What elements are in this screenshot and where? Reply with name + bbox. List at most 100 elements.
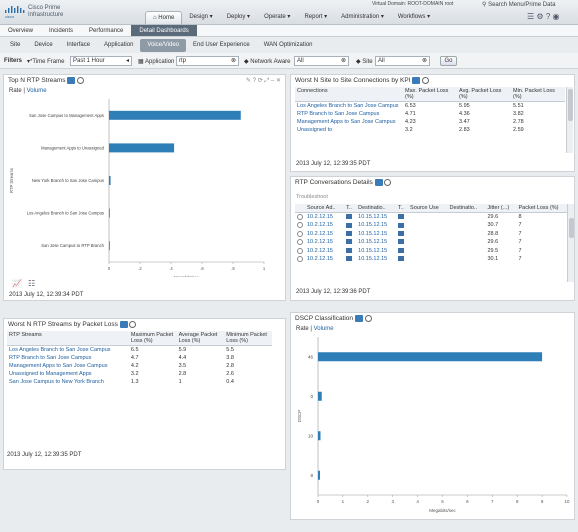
connection-link[interactable]: RTP Branch to San Jose Campus [297,111,380,117]
subnav-overview[interactable]: Overview [8,28,34,34]
destination-address[interactable]: 10.15.12.15 [358,214,388,220]
column-header[interactable]: T.. [395,204,409,213]
column-header[interactable]: Minimum Packet Loss (%) [224,331,272,346]
table-row[interactable]: RTP Branch to San Jose Campus 4.7 4.4 3.8 [7,354,272,362]
connection-link[interactable]: Los Angeles Branch to San Jose Campus [297,103,399,109]
destination-address[interactable]: 10.15.12.15 [358,247,388,254]
search-box[interactable]: ⚲ Search Menu/Prime Data [482,2,556,8]
tab-voice-video[interactable]: Voice/Video [140,39,186,52]
column-header[interactable]: Source Use [408,204,448,213]
chart-type-icon[interactable] [412,77,421,84]
source-address[interactable]: 10.2.12.15 [307,256,333,263]
connection-link[interactable]: Management Apps to San Jose Campus [297,119,396,125]
row-radio[interactable] [295,221,305,229]
table-row[interactable]: Los Angeles Branch to San Jose Campus 6.5… [295,102,565,111]
table-row[interactable]: Unassigned to 3.2 2.83 2.59 [295,126,565,134]
bar[interactable] [109,208,110,218]
destination-address[interactable]: 10.15.12.15 [358,230,388,237]
table-row[interactable]: Management Apps to San Jose Campus 4.23 3.… [295,118,565,126]
source-address[interactable]: 10.2.12.15 [307,214,333,220]
radio-button[interactable] [297,230,303,237]
stream-link[interactable]: Unassigned to Management Apps [9,371,92,377]
nav-workflows[interactable]: Workflows ▾ [397,14,431,20]
info-icon[interactable] [129,321,137,328]
scroll-thumb[interactable] [568,89,573,121]
table-row[interactable]: 10.2.12.15 10.15.12.15 30.7 7 [295,221,567,229]
chart-type-icon[interactable] [119,321,128,328]
table-row[interactable]: 10.2.12.15 10.15.12.15 28.8 7 [295,230,567,238]
chart-type-icon[interactable] [354,315,363,322]
nav-home[interactable]: ⌂ Home [145,11,183,24]
scrollbar[interactable] [566,87,573,153]
edit-icon[interactable]: ✎ [246,78,252,84]
time-frame-select[interactable]: Past 1 Hour ◂ [70,56,132,66]
tab-interface[interactable]: Interface [66,42,91,48]
table-row[interactable]: RTP Branch to San Jose Campus 4.71 4.36 3.8… [295,110,565,118]
troubleshoot-menu[interactable]: Troubleshoot [296,194,328,200]
radio-button[interactable] [297,239,303,246]
chart-type-icon[interactable] [67,77,76,84]
info-icon[interactable] [77,77,85,84]
cisco-icon[interactable]: ◉ [552,12,560,21]
table-row[interactable]: 10.2.12.15 10.15.12.15 29.6 7 [295,238,567,246]
volume-link[interactable]: Volume [26,88,47,94]
destination-address[interactable]: 10.15.12.15 [358,239,388,246]
bar[interactable] [318,470,320,480]
column-header[interactable]: Min. Packet Loss (%) [511,87,565,102]
rate-link[interactable]: Rate [296,326,309,332]
column-header[interactable]: Avg. Packet Loss (%) [457,87,511,102]
column-header[interactable]: Jitter (...) [485,204,517,213]
rate-link[interactable]: Rate [9,88,22,94]
bar[interactable] [109,143,175,153]
tab-application[interactable]: Application [104,42,134,48]
close-icon[interactable]: ✕ [275,78,281,84]
table-view-icon[interactable]: ☷ [28,279,36,288]
subnav-detail-dashboards[interactable]: Detail Dashboards [131,25,197,36]
table-row[interactable]: 10.2.12.15 10.15.12.15 29.6 8 [295,213,567,222]
column-header[interactable]: Max. Packet Loss (%) [403,87,457,102]
bar[interactable] [109,110,241,120]
tab-device[interactable]: Device [34,42,53,48]
table-row[interactable]: Unassigned to Management Apps 3.2 2.8 2.6 [7,370,272,378]
column-header[interactable]: Destinatio.. [447,204,486,213]
application-select[interactable]: rtp ⊗ [176,56,239,66]
info-icon[interactable] [364,315,372,322]
row-radio[interactable] [295,213,305,222]
row-radio[interactable] [295,247,305,255]
column-header[interactable]: Connections [295,87,403,102]
bar[interactable] [318,431,321,441]
tab-site[interactable]: Site [10,42,21,48]
source-address[interactable]: 10.2.12.15 [307,247,333,254]
stream-link[interactable]: Los Angeles Branch to San Jose Campus [9,347,111,353]
table-row[interactable]: Los Angeles Branch to San Jose Campus 6.5… [7,346,272,355]
nav-administration[interactable]: Administration ▾ [341,14,384,20]
bar[interactable] [318,352,543,362]
row-radio[interactable] [295,238,305,246]
expand-icon[interactable]: ⤢ [264,78,270,84]
radio-button[interactable] [297,247,303,254]
source-address[interactable]: 10.2.12.15 [307,230,333,237]
help-icon[interactable]: ? [252,78,257,84]
tab-wan-optimization[interactable]: WAN Optimization [263,42,313,48]
radio-button[interactable] [297,256,303,263]
connection-link[interactable]: Unassigned to [297,127,333,133]
column-header[interactable]: Average Packet Loss (%) [176,331,225,346]
refresh-icon[interactable]: ⟳ [257,78,263,84]
help-icon[interactable]: ? [545,12,551,21]
gear-icon[interactable]: ⚙ [536,12,544,21]
scroll-thumb[interactable] [569,218,574,238]
subnav-performance[interactable]: Performance [89,28,124,34]
destination-address[interactable]: 10.15.12.15 [358,222,388,229]
column-header[interactable]: RTP Streams [7,331,129,346]
bar[interactable] [109,241,110,251]
subnav-incidents[interactable]: Incidents [49,28,74,34]
destination-address[interactable]: 10.15.12.15 [358,256,388,263]
site-select[interactable]: All ⊗ [375,56,430,66]
column-header[interactable]: Maximum Packet Loss (%) [128,331,177,346]
column-header[interactable] [295,204,305,213]
network-aware-select[interactable]: All ⊗ [294,56,349,66]
row-radio[interactable] [295,230,305,238]
row-radio[interactable] [295,255,305,263]
scrollbar[interactable] [567,204,574,282]
nav-report[interactable]: Report ▾ [304,14,328,20]
